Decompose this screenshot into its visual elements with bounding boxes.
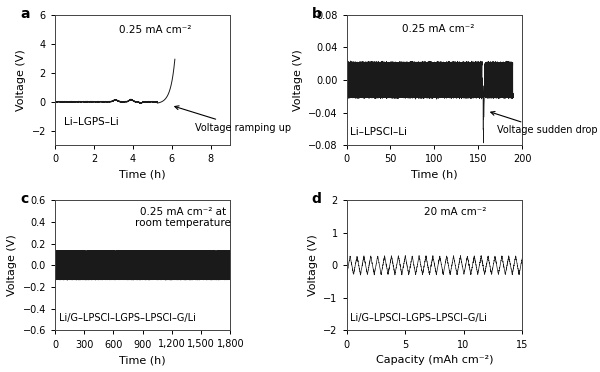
Text: Li–LGPS–Li: Li–LGPS–Li	[64, 117, 119, 127]
Text: Li–LPSCl–Li: Li–LPSCl–Li	[350, 127, 407, 137]
Text: 0.25 mA cm⁻²: 0.25 mA cm⁻²	[119, 25, 191, 35]
Text: d: d	[311, 192, 322, 206]
X-axis label: Capacity (mAh cm⁻²): Capacity (mAh cm⁻²)	[376, 355, 493, 365]
Y-axis label: Voltage (V): Voltage (V)	[308, 234, 318, 296]
X-axis label: Time (h): Time (h)	[119, 170, 166, 180]
X-axis label: Time (h): Time (h)	[119, 355, 166, 365]
Text: 20 mA cm⁻²: 20 mA cm⁻²	[424, 206, 487, 217]
Text: b: b	[311, 7, 322, 21]
Y-axis label: Voltage (V): Voltage (V)	[7, 234, 17, 296]
Text: 0.25 mA cm⁻² at
room temperature: 0.25 mA cm⁻² at room temperature	[135, 206, 231, 228]
Text: Li/G–LPSCl–LGPS–LPSCl–G/Li: Li/G–LPSCl–LGPS–LPSCl–G/Li	[350, 312, 487, 323]
Y-axis label: Voltage (V): Voltage (V)	[16, 49, 26, 111]
Text: a: a	[20, 7, 29, 21]
Text: c: c	[20, 192, 28, 206]
Text: 0.25 mA cm⁻²: 0.25 mA cm⁻²	[401, 24, 474, 34]
X-axis label: Time (h): Time (h)	[411, 170, 458, 180]
Text: Li/G–LPSCl–LGPS–LPSCl–G/Li: Li/G–LPSCl–LGPS–LPSCl–G/Li	[59, 312, 196, 323]
Y-axis label: Voltage (V): Voltage (V)	[293, 49, 302, 111]
Text: Voltage ramping up: Voltage ramping up	[175, 106, 292, 133]
Text: Voltage sudden drop: Voltage sudden drop	[491, 112, 598, 135]
